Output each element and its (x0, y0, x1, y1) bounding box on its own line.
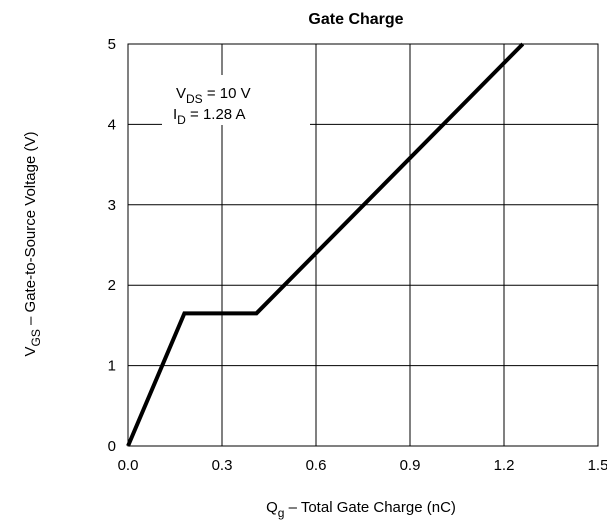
x-axis-label: Qg – Total Gate Charge (nC) (266, 499, 456, 520)
annotation-box (162, 75, 310, 125)
x-tick-label: 0.9 (400, 457, 421, 474)
tick-labels: 0.0 0.3 0.6 0.9 1.2 1.5 0 1 2 3 4 5 (108, 36, 607, 474)
x-tick-label: 0.0 (118, 457, 139, 474)
y-axis-label: VGS – Gate-to-Source Voltage (V) (22, 132, 43, 357)
x-tick-label: 0.3 (212, 457, 233, 474)
chart-title: Gate Charge (308, 11, 403, 28)
y-tick-label: 5 (108, 36, 116, 53)
series-line (126, 42, 525, 447)
y-tick-label: 0 (108, 438, 116, 455)
annotation-vds: VDS = 10 V (176, 85, 251, 106)
y-tick-label: 2 (108, 277, 116, 294)
y-tick-label: 4 (108, 116, 116, 133)
x-tick-label: 0.6 (306, 457, 327, 474)
x-tick-label: 1.2 (494, 457, 515, 474)
y-tick-label: 1 (108, 358, 116, 375)
annotation-id: ID = 1.28 A (173, 106, 245, 127)
series-group (126, 42, 525, 447)
y-tick-label: 3 (108, 197, 116, 214)
plot-frame (127, 43, 599, 447)
x-tick-label: 1.5 (588, 457, 607, 474)
